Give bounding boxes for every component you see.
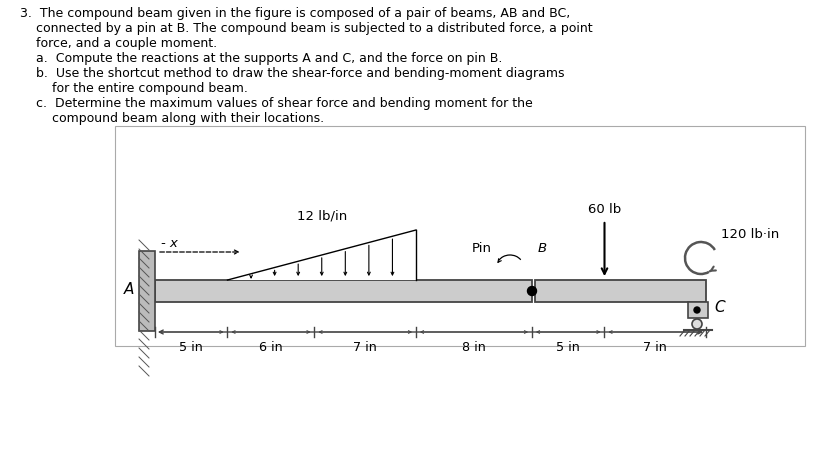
Text: 6 in: 6 in [259,340,283,353]
Text: 5 in: 5 in [556,340,580,353]
Text: compound beam along with their locations.: compound beam along with their locations… [20,112,323,125]
Text: a.  Compute the reactions at the supports A and C, and the force on pin B.: a. Compute the reactions at the supports… [20,52,502,65]
Text: 5 in: 5 in [179,340,203,353]
Bar [155,280,532,302]
Text: b.  Use the shortcut method to draw the shear-force and bending-moment diagrams: b. Use the shortcut method to draw the s… [20,67,564,80]
Text: c.  Determine the maximum values of shear force and bending moment for the: c. Determine the maximum values of shear… [20,97,532,110]
Text: 120 lb·in: 120 lb·in [720,228,778,240]
Circle shape [693,307,699,313]
Text: A: A [124,281,134,296]
Text: - x: - x [160,237,178,249]
Polygon shape [227,230,415,280]
Text: 7 in: 7 in [643,340,667,353]
Text: 3.  The compound beam given in the figure is composed of a pair of beams, AB and: 3. The compound beam given in the figure… [20,7,570,20]
Text: Pin: Pin [471,241,491,255]
Text: B: B [538,241,547,255]
Text: 60 lb: 60 lb [587,203,620,216]
Circle shape [691,319,701,329]
Bar [139,251,155,331]
Text: force, and a couple moment.: force, and a couple moment. [20,37,217,50]
Bar [687,302,707,318]
Text: 7 in: 7 in [353,340,377,353]
Text: C: C [713,300,724,315]
FancyBboxPatch shape [115,127,804,346]
Text: for the entire compound beam.: for the entire compound beam. [20,82,247,95]
Bar [534,280,705,302]
Circle shape [527,287,536,296]
Text: 12 lb/in: 12 lb/in [296,209,347,223]
Text: connected by a pin at B. The compound beam is subjected to a distributed force, : connected by a pin at B. The compound be… [20,22,592,35]
Text: 8 in: 8 in [461,340,485,353]
